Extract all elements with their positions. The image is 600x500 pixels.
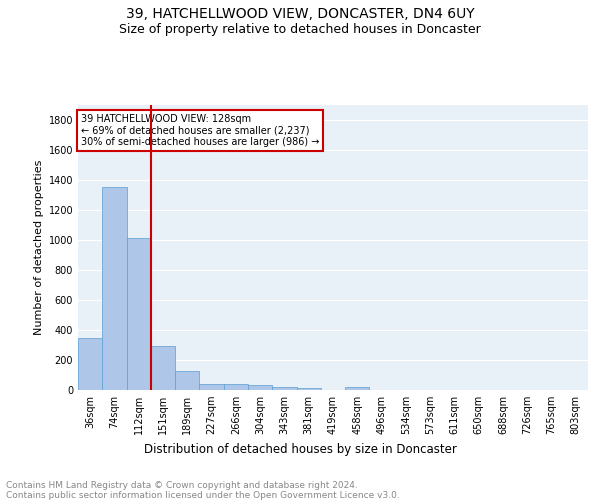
Bar: [224, 384, 248, 390]
Bar: [127, 238, 151, 390]
Bar: [175, 370, 199, 390]
Bar: [102, 187, 127, 390]
Bar: [151, 346, 175, 390]
Y-axis label: Number of detached properties: Number of detached properties: [34, 160, 44, 335]
Bar: [296, 388, 321, 390]
Text: Size of property relative to detached houses in Doncaster: Size of property relative to detached ho…: [119, 22, 481, 36]
Text: 39, HATCHELLWOOD VIEW, DONCASTER, DN4 6UY: 39, HATCHELLWOOD VIEW, DONCASTER, DN4 6U…: [125, 8, 475, 22]
Text: Contains HM Land Registry data © Crown copyright and database right 2024.
Contai: Contains HM Land Registry data © Crown c…: [6, 480, 400, 500]
Bar: [78, 338, 102, 390]
Bar: [199, 384, 224, 390]
Text: 39 HATCHELLWOOD VIEW: 128sqm
← 69% of detached houses are smaller (2,237)
30% of: 39 HATCHELLWOOD VIEW: 128sqm ← 69% of de…: [80, 114, 319, 147]
Bar: [248, 385, 272, 390]
Bar: [345, 387, 370, 390]
Text: Distribution of detached houses by size in Doncaster: Distribution of detached houses by size …: [143, 442, 457, 456]
Bar: [272, 387, 296, 390]
